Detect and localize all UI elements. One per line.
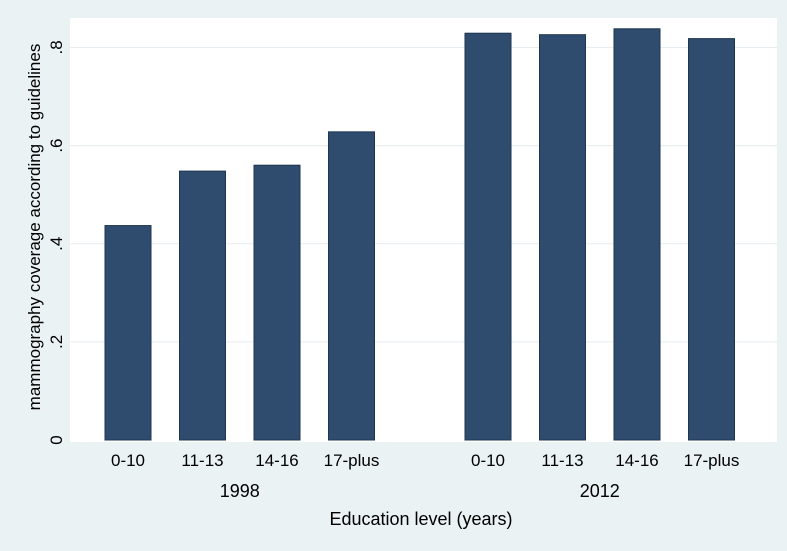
bar xyxy=(179,170,226,441)
plot-area xyxy=(70,18,777,442)
group-label: 1998 xyxy=(220,481,260,501)
bar xyxy=(613,28,661,441)
x-tick-label: 14-16 xyxy=(255,451,298,470)
bar xyxy=(464,32,512,441)
y-tick-label: .2 xyxy=(47,335,66,349)
y-tick-label: .4 xyxy=(47,237,66,251)
x-tick-label: 17-plus xyxy=(684,451,740,470)
bar xyxy=(328,131,375,441)
y-tick-label: .6 xyxy=(47,138,66,152)
bar xyxy=(539,34,586,441)
bar xyxy=(104,225,152,441)
y-axis-title: mammography coverage according to guidel… xyxy=(25,44,44,411)
bar xyxy=(688,38,735,441)
x-tick-label: 0-10 xyxy=(471,451,505,470)
bar xyxy=(253,164,301,441)
x-tick-label: 0-10 xyxy=(111,451,145,470)
x-tick-label: 14-16 xyxy=(615,451,658,470)
x-tick-label: 11-13 xyxy=(541,451,583,470)
y-tick-label: .8 xyxy=(47,40,66,54)
x-axis-title: Education level (years) xyxy=(329,509,512,529)
x-tick-label: 11-13 xyxy=(181,451,223,470)
y-tick-label: 0 xyxy=(47,435,66,444)
group-label: 2012 xyxy=(580,481,620,501)
x-tick-label: 17-plus xyxy=(324,451,380,470)
